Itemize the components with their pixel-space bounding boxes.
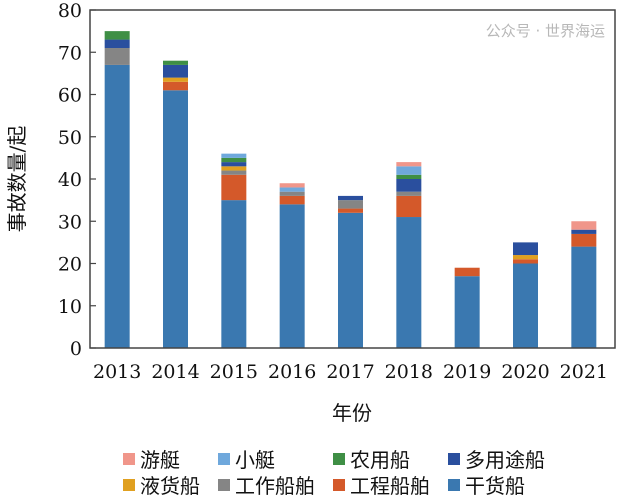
bar-segment-2015-工作船舶 <box>221 170 247 175</box>
x-tick-label: 2017 <box>326 361 374 383</box>
y-tick-label: 10 <box>58 296 82 318</box>
bar-segment-2014-干货船 <box>163 90 188 349</box>
bar-segment-2021-游艇 <box>571 221 597 230</box>
bar-segment-2018-工程船舶 <box>396 195 422 218</box>
bar-segment-2013-多用途船 <box>104 39 130 49</box>
legend-swatch <box>333 479 345 491</box>
y-tick-label: 70 <box>58 42 82 64</box>
bar-segment-2018-工作船舶 <box>396 191 422 196</box>
bar-segment-2017-工程船舶 <box>338 208 363 213</box>
x-tick-label: 2018 <box>385 361 433 383</box>
x-axis-label: 年份 <box>332 401 372 425</box>
legend-label: 小艇 <box>235 448 275 472</box>
bar-segment-2013-干货船 <box>104 64 130 349</box>
legend-swatch <box>218 453 230 465</box>
y-tick-label: 50 <box>58 127 82 149</box>
bar-segment-2015-农用船 <box>221 157 247 163</box>
bar-segment-2020-干货船 <box>513 263 538 348</box>
bar-segment-2016-工作船舶 <box>279 191 305 196</box>
y-tick-label: 30 <box>58 211 82 233</box>
legend-label: 多用途船 <box>465 448 545 472</box>
bar-segment-2013-农用船 <box>104 31 130 40</box>
legend-swatch <box>123 453 135 465</box>
x-tick-label: 2020 <box>501 361 549 383</box>
bar-segment-2018-干货船 <box>396 217 422 348</box>
bar-segment-2016-小艇 <box>279 187 305 192</box>
bar-segment-2021-多用途船 <box>571 229 597 234</box>
bar-segment-2016-游艇 <box>279 183 305 188</box>
y-tick-label: 40 <box>58 169 82 191</box>
bar-segment-2017-干货船 <box>338 212 363 348</box>
bar-segment-2018-农用船 <box>396 174 422 179</box>
bar-segment-2020-多用途船 <box>513 242 538 256</box>
bar-segment-2015-多用途船 <box>221 162 247 167</box>
bar-segment-2020-工程船舶 <box>513 259 538 264</box>
bar-segment-2014-多用途船 <box>163 64 188 78</box>
x-tick-label: 2013 <box>93 361 141 383</box>
bar-segment-2020-液货船 <box>513 255 538 260</box>
bar-segment-2014-液货船 <box>163 77 188 82</box>
y-tick-label: 0 <box>70 338 82 360</box>
legend-label: 游艇 <box>140 448 180 472</box>
y-tick-label: 20 <box>58 254 82 276</box>
y-axis-label: 事故数量/起 <box>5 126 29 233</box>
legend-label: 工作船舶 <box>235 474 315 498</box>
bar-segment-2015-工程船舶 <box>221 174 247 201</box>
legend-swatch <box>448 453 460 465</box>
bar-segment-2017-工作船舶 <box>338 200 363 209</box>
y-tick-label: 80 <box>58 0 82 22</box>
x-tick-label: 2021 <box>560 361 608 383</box>
bar-segment-2014-工程船舶 <box>163 81 188 91</box>
legend-swatch <box>123 479 135 491</box>
bar-segment-2019-工程船舶 <box>454 267 480 277</box>
bar-segment-2018-多用途船 <box>396 179 422 192</box>
legend-label: 干货船 <box>465 474 525 498</box>
bar-segment-2018-小艇 <box>396 166 422 175</box>
x-tick-label: 2019 <box>443 361 491 383</box>
bar-segment-2016-工程船舶 <box>279 195 305 205</box>
bar-segment-2015-液货船 <box>221 166 247 171</box>
legend-swatch <box>333 453 345 465</box>
legend-swatch <box>218 479 230 491</box>
y-tick-label: 60 <box>58 85 82 107</box>
bar-segment-2017-多用途船 <box>338 195 363 201</box>
watermark: 公众号 · 世界海运 <box>486 22 605 40</box>
legend-label: 农用船 <box>350 448 410 472</box>
bar-segment-2019-干货船 <box>454 276 480 348</box>
x-tick-label: 2016 <box>268 361 316 383</box>
x-tick-label: 2015 <box>210 361 258 383</box>
bar-segment-2014-农用船 <box>163 60 188 65</box>
bar-segment-2018-游艇 <box>396 162 422 167</box>
bar-segment-2021-干货船 <box>571 246 597 348</box>
legend-label: 液货船 <box>140 474 200 498</box>
bar-segment-2013-工作船舶 <box>104 48 130 65</box>
axes: 0 10 20 30 40 50 60 70 80 2013 2014 2015 2016 2017 201… <box>58 0 616 383</box>
bar-segment-2021-工程船舶 <box>571 233 597 247</box>
legend-label: 工程船舶 <box>350 474 430 498</box>
bars <box>104 31 597 349</box>
bar-segment-2016-干货船 <box>279 204 305 348</box>
legend-swatch <box>448 479 460 491</box>
bar-segment-2015-干货船 <box>221 200 247 348</box>
bar-segment-2015-小艇 <box>221 153 247 158</box>
x-tick-label: 2014 <box>151 361 199 383</box>
